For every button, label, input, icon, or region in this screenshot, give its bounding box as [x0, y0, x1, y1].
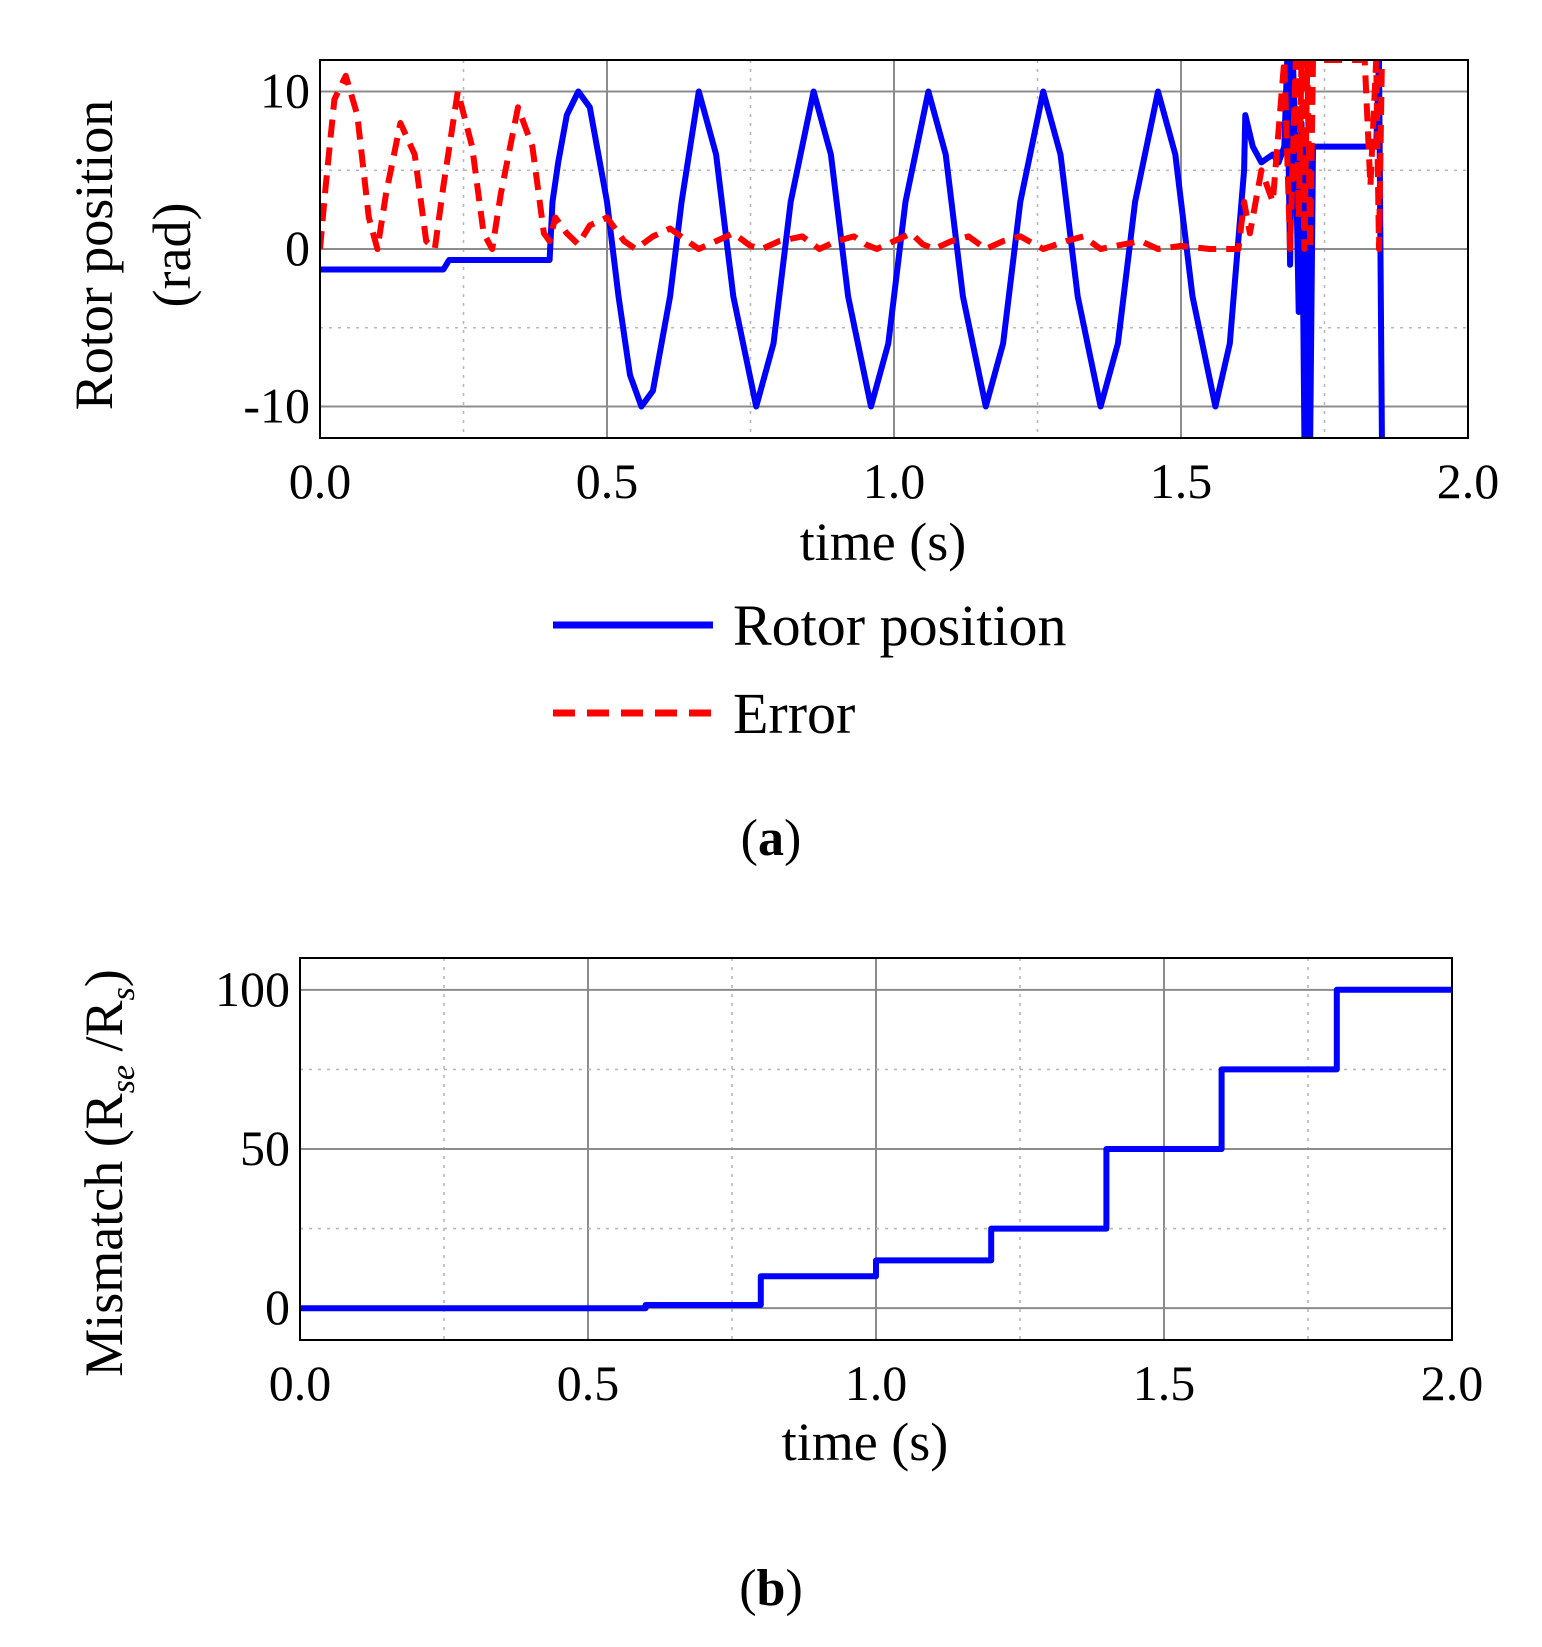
panel-b-y-label-sub1: se	[105, 1065, 142, 1093]
panel-a-series	[320, 60, 1385, 438]
b-x-tick-label: 0.5	[557, 1355, 620, 1411]
panel-b-y-label-end: )	[74, 969, 134, 987]
panel-b-y-label-main: Mismatch (R	[74, 1093, 134, 1376]
panel-b-y-label-sub2: s	[105, 987, 142, 1000]
a-y-tick-label: 0	[285, 220, 310, 276]
panel-a-chart: 0.0 0.5 1.0 1.5 2.0 -10 0 10 time (s) Rotor pos…	[64, 59, 1499, 867]
panel-b-y-axis-label: Mismatch (Rse /Rs)	[74, 969, 142, 1377]
a-x-tick-label: 1.5	[1150, 453, 1213, 509]
panel-b-letter: b	[757, 1560, 786, 1617]
panel-a-x-axis-label: time (s)	[800, 512, 966, 572]
b-x-tick-label: 1.0	[845, 1355, 908, 1411]
a-y-tick-label: 10	[260, 63, 310, 119]
b-x-tick-label: 2.0	[1421, 1355, 1484, 1411]
panel-b-frame	[299, 957, 1453, 1341]
a-x-tick-label: 2.0	[1437, 453, 1500, 509]
legend-label-error: Error	[733, 681, 855, 746]
panel-a-grid	[320, 60, 1468, 438]
a-x-tick-label: 0.0	[289, 453, 352, 509]
panel-b-series	[300, 986, 1452, 1312]
b-y-tick-label: 0	[265, 1279, 290, 1335]
panel-b-x-axis-label: time (s)	[782, 1412, 948, 1472]
a-y-tick-label: -10	[243, 378, 310, 434]
b-y-tick-label: 100	[215, 961, 290, 1017]
panel-a-tick-labels: 0.0 0.5 1.0 1.5 2.0 -10 0 10	[243, 63, 1499, 510]
b-series-line-line	[300, 986, 1452, 1312]
a-x-tick-label: 1.0	[863, 453, 926, 509]
panel-a-y-axis-label-line1: Rotor position	[64, 100, 124, 411]
panel-b-label: (b)	[739, 1560, 803, 1617]
a-series-error-line	[320, 60, 1385, 252]
panel-b-y-label-mid: /R	[74, 1000, 134, 1065]
legend-label-rotor-position: Rotor position	[733, 593, 1067, 658]
panel-a-letter: a	[758, 810, 784, 867]
b-x-tick-label: 0.0	[269, 1355, 332, 1411]
panel-a-frame	[319, 59, 1469, 439]
panel-b-chart: 0.0 0.5 1.0 1.5 2.0 0 50 100 time (s) Mismatch …	[74, 957, 1483, 1617]
b-y-tick-label: 50	[240, 1120, 290, 1176]
panel-a-label: (a)	[741, 810, 802, 867]
a-x-tick-label: 0.5	[576, 453, 639, 509]
panel-a-y-axis-label-line2: (rad)	[142, 203, 202, 308]
panel-b-tick-labels: 0.0 0.5 1.0 1.5 2.0 0 50 100	[215, 961, 1483, 1411]
panel-b-grid	[300, 958, 1452, 1340]
panel-a-legend: Rotor position Error	[553, 593, 1067, 746]
b-x-tick-label: 1.5	[1133, 1355, 1196, 1411]
